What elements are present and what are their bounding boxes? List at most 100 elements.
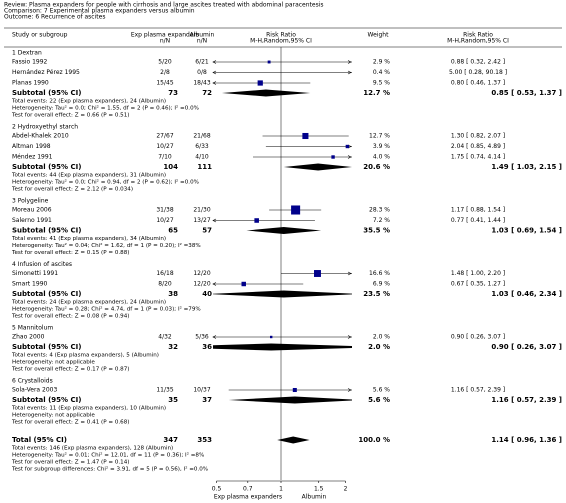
weight: 4.0 % xyxy=(373,154,390,161)
study-name: Sola-Vera 2003 xyxy=(12,387,57,394)
group-title: 2 Hydroxyethyl starch xyxy=(12,124,78,131)
study-name: Hernández Pérez 1995 xyxy=(12,69,80,76)
exp-count: 5/20 xyxy=(158,59,172,66)
diamond xyxy=(246,227,322,234)
col-alb: Albumin xyxy=(190,32,215,39)
risk-ratio: 0.90 [ 0.26, 3.07 ] xyxy=(491,343,562,351)
col-rr: Risk Ratio xyxy=(463,32,493,39)
exp-count: 7/10 xyxy=(158,154,172,161)
weight: 7.2 % xyxy=(373,217,390,224)
note: Total events: 44 (Exp plasma expanders),… xyxy=(11,173,166,179)
arrow xyxy=(347,388,352,392)
arrow xyxy=(347,271,352,276)
risk-ratio: 0.85 [ 0.53, 1.37 ] xyxy=(491,89,562,97)
weight: 20.6 % xyxy=(363,163,390,171)
risk-ratio: 0.67 [ 0.35, 1.27 ] xyxy=(451,281,505,288)
note: Test for overall effect: Z = 0.41 (P = 0… xyxy=(11,420,129,426)
diamond xyxy=(277,436,310,444)
risk-ratio: 1.30 [ 0.82, 2.07 ] xyxy=(451,133,505,140)
exp-count: 4/32 xyxy=(158,334,172,341)
col-plot: Risk Ratio xyxy=(266,32,296,39)
col-alb-unit: n/N xyxy=(197,38,207,45)
note: Test for overall effect: Z = 0.15 (P = 0… xyxy=(11,250,129,256)
risk-ratio: 1.75 [ 0.74, 4.14 ] xyxy=(451,154,505,161)
risk-ratio: 1.03 [ 0.69, 1.54 ] xyxy=(491,227,562,235)
study-name: Fassio 1992 xyxy=(12,59,48,66)
note: Heterogeneity: Tau² = 0.0; Chi² = 1.55, … xyxy=(12,105,199,112)
risk-ratio: 1.48 [ 1.00, 2.20 ] xyxy=(451,270,505,277)
col-plot-sub: M-H,Random,95% CI xyxy=(250,38,312,45)
subtotal-label: Subtotal (95% CI) xyxy=(12,343,81,351)
risk-ratio: 0.88 [ 0.32, 2.42 ] xyxy=(451,59,505,66)
exp-count: 2/8 xyxy=(160,69,170,76)
study-square xyxy=(267,60,271,64)
axis-right-label: Albumin xyxy=(302,494,327,501)
note: Total events: 4 (Exp plasma expanders), … xyxy=(11,353,159,359)
study-square xyxy=(331,155,335,159)
note: Total events: 11 (Exp plasma expanders),… xyxy=(11,406,166,412)
study-square xyxy=(291,205,301,215)
arrow xyxy=(347,155,352,159)
exp-count: 31/38 xyxy=(156,207,173,214)
group-title: 4 Infusion of ascites xyxy=(12,261,72,268)
study-square xyxy=(430,72,432,74)
arrow xyxy=(347,70,352,75)
tick-label: 0.5 xyxy=(212,486,222,493)
note: Test for overall effect: Z = 0.08 (P = 0… xyxy=(11,314,129,320)
note: Test for overall effect: Z = 2.12 (P = 0… xyxy=(11,187,133,193)
subtotal-label: Subtotal (95% CI) xyxy=(12,290,81,298)
alb-count: 4/10 xyxy=(195,154,209,161)
axis-left-label: Exp plasma expanders xyxy=(214,494,282,501)
col-exp-unit: n/N xyxy=(160,38,170,45)
alb-count: 0/8 xyxy=(197,69,207,76)
note: Total events: 24 (Exp plasma expanders),… xyxy=(11,300,166,306)
alb-count: 10/37 xyxy=(193,387,210,394)
group-title: 5 Mannitolum xyxy=(12,325,53,332)
subtotal-label: Subtotal (95% CI) xyxy=(12,396,81,404)
col-exp: Exp plasma expanders xyxy=(131,32,199,39)
group-title: 1 Dextran xyxy=(12,50,42,57)
alb-count: 57 xyxy=(202,227,212,235)
diamond xyxy=(221,89,311,97)
col-weight: Weight xyxy=(368,32,390,39)
exp-count: 10/27 xyxy=(156,217,173,224)
alb-count: 21/30 xyxy=(193,207,210,214)
exp-count: 27/67 xyxy=(156,133,173,140)
exp-count: 16/18 xyxy=(156,270,173,277)
note: Total events: 22 (Exp plasma expanders),… xyxy=(11,99,166,105)
weight: 12.7 % xyxy=(369,133,390,140)
study-name: Simonetti 1991 xyxy=(12,270,58,277)
alb-count: 21/68 xyxy=(193,133,210,140)
exp-count: 104 xyxy=(163,163,178,171)
alb-count: 40 xyxy=(202,290,212,298)
weight: 2.0 % xyxy=(368,343,390,351)
diamond xyxy=(213,343,352,351)
exp-count: 15/45 xyxy=(156,80,173,87)
exp-count: 65 xyxy=(168,227,178,235)
note: Test for overall effect: Z = 0.66 (P = 0… xyxy=(11,113,129,119)
note: Heterogeneity: not applicable xyxy=(12,360,95,366)
alb-count: 5/36 xyxy=(195,334,209,341)
alb-count: 6/33 xyxy=(195,143,209,150)
note: Test for overall effect: Z = 0.17 (P = 0… xyxy=(11,367,129,373)
alb-count: 72 xyxy=(202,89,212,97)
note: Heterogeneity: Tau² = 0.01; Chi² = 12.01… xyxy=(12,452,204,459)
arrow xyxy=(212,70,217,75)
tick-label: 1 xyxy=(279,486,283,493)
diamond xyxy=(213,290,352,298)
group-title: 6 Crystalloids xyxy=(12,378,53,385)
risk-ratio: 1.03 [ 0.46, 2.34 ] xyxy=(491,290,562,298)
alb-count: 13/27 xyxy=(193,217,210,224)
arrow xyxy=(212,81,217,85)
study-square xyxy=(292,387,297,393)
risk-ratio: 5.00 [ 0.28, 90.18 ] xyxy=(449,69,507,76)
weight: 100.0 % xyxy=(358,436,390,444)
weight: 6.9 % xyxy=(373,281,390,288)
diamond xyxy=(283,163,352,171)
exp-count: 32 xyxy=(168,343,178,351)
alb-count: 18/43 xyxy=(193,80,210,87)
weight: 3.9 % xyxy=(373,143,390,150)
study-square xyxy=(302,132,309,140)
alb-count: 12/20 xyxy=(193,281,210,288)
